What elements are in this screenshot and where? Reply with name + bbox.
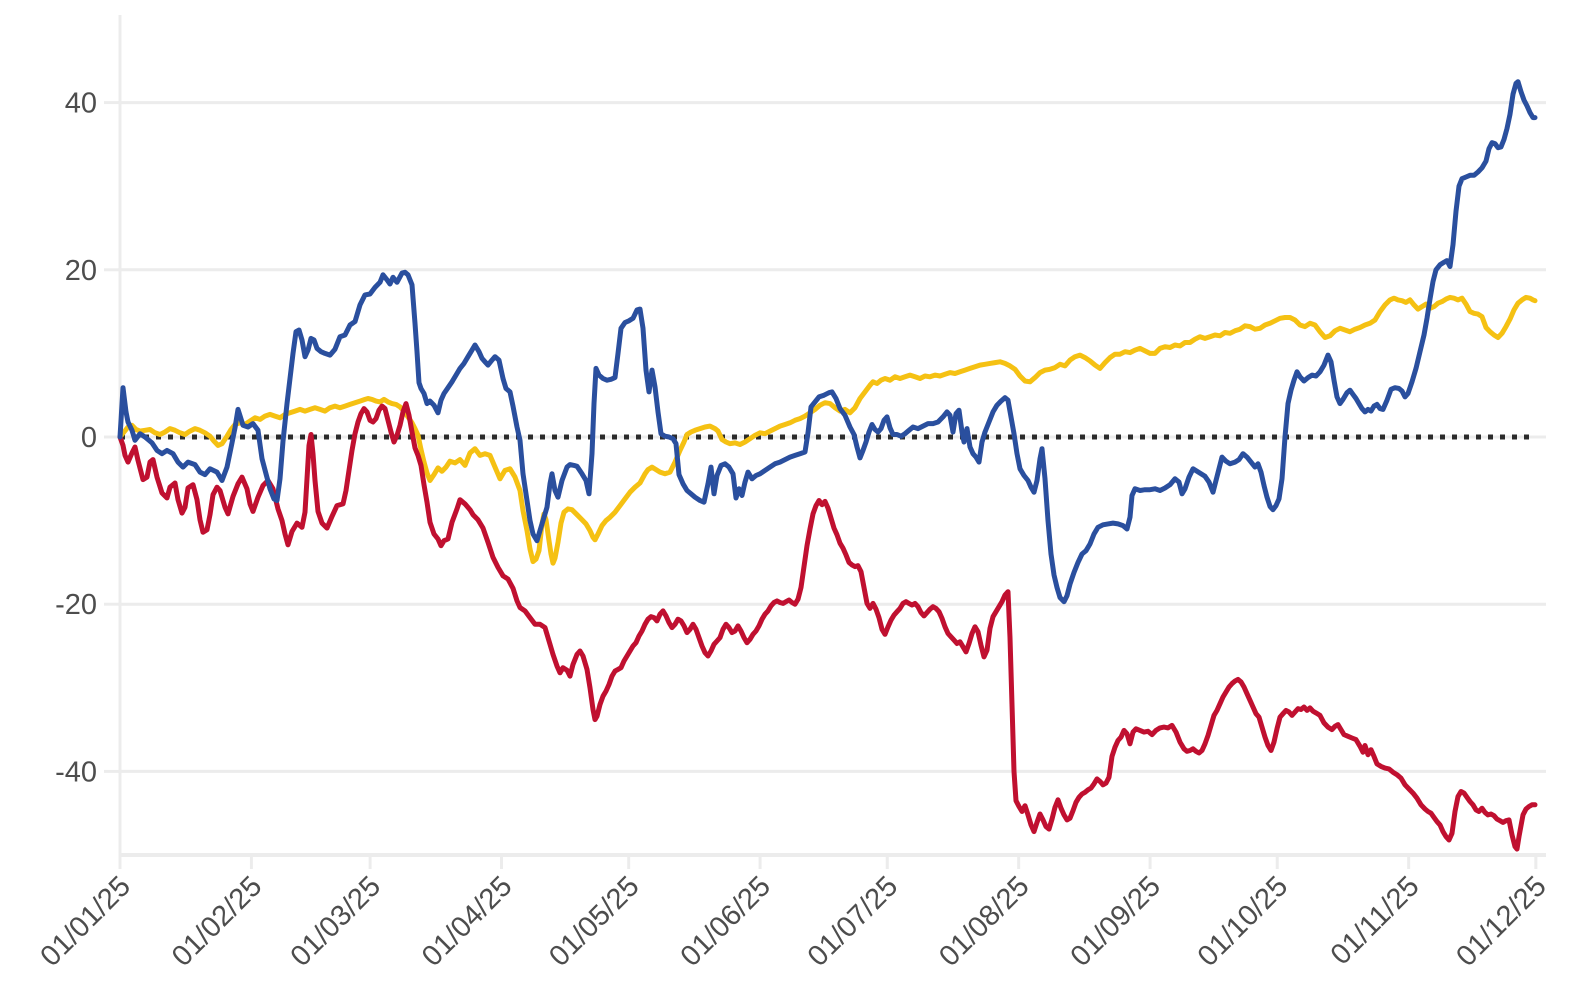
yellow-series-line <box>117 294 1538 566</box>
y-tick-label: 0 <box>81 422 97 454</box>
blue-series-line <box>117 79 1538 605</box>
x-tick-label: 01/04/25 <box>416 870 518 972</box>
x-tick-label: 01/12/25 <box>1450 870 1552 972</box>
x-tick-label: 01/08/25 <box>933 870 1035 972</box>
x-tick-label: 01/01/25 <box>34 870 136 972</box>
x-tick-label: 01/02/25 <box>166 870 268 972</box>
y-tick-label: -20 <box>55 589 97 621</box>
y-tick-label: -40 <box>55 756 97 788</box>
y-tick-label: 20 <box>65 255 97 287</box>
x-tick-label: 01/05/25 <box>543 870 645 972</box>
y-tick-label: 40 <box>65 88 97 120</box>
x-tick-label: 01/07/25 <box>802 870 904 972</box>
x-tick-label: 01/09/25 <box>1065 870 1167 972</box>
x-tick-label: 01/11/25 <box>1325 870 1426 971</box>
x-tick-label: 01/03/25 <box>285 870 387 972</box>
red-series-line <box>117 401 1538 852</box>
x-tick-label: 01/10/25 <box>1192 870 1294 972</box>
x-tick-label: 01/06/25 <box>675 870 777 972</box>
